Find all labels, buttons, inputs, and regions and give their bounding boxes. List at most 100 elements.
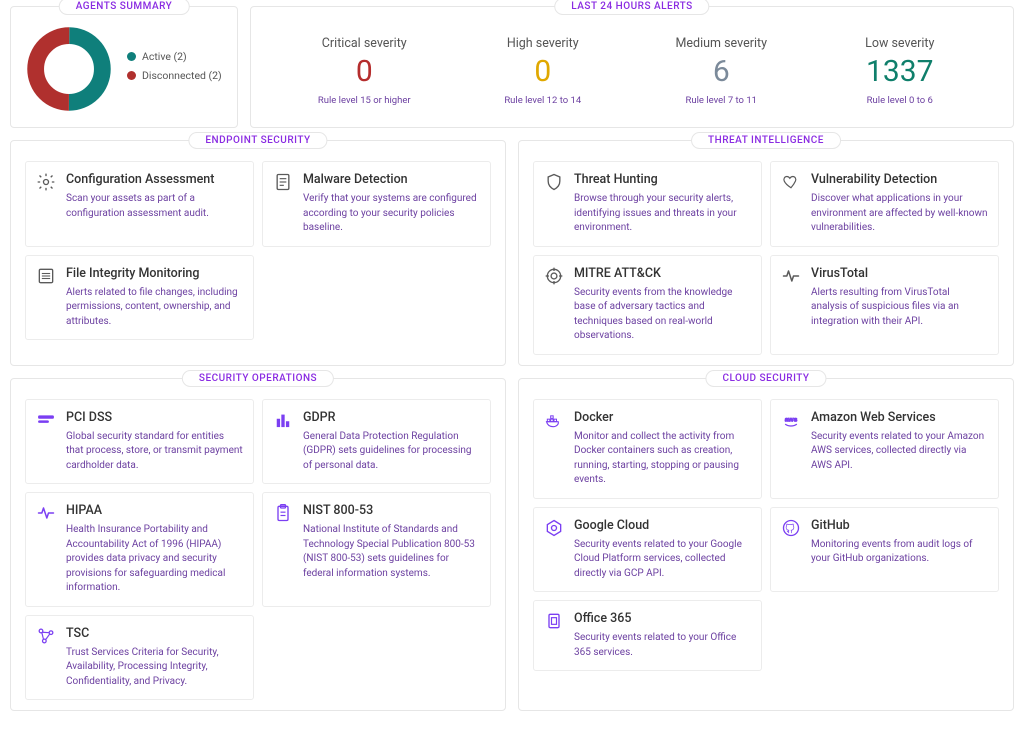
alert-value: 0 — [454, 57, 633, 87]
alerts-title: LAST 24 HOURS ALERTS — [554, 0, 709, 15]
cards-grid: Threat HuntingBrowse through your securi… — [533, 161, 999, 355]
module-card[interactable]: Docker Monitor and collect the activity f… — [533, 399, 762, 499]
github-icon — [781, 518, 801, 538]
card-description: Security events related to your Office 3… — [574, 631, 751, 660]
card-body: Vulnerability DetectionDiscover what app… — [811, 172, 988, 236]
cards-grid: Docker Monitor and collect the activity f… — [533, 399, 999, 672]
legend-label: Active (2) — [142, 50, 187, 63]
office-icon — [544, 611, 564, 631]
card-body: NIST 800-53 National Institute of Standar… — [303, 503, 480, 596]
card-body: Google CloudSecurity events related to y… — [574, 518, 751, 582]
agents-summary-title: AGENTS SUMMARY — [59, 0, 190, 15]
sections-container: ENDPOINT SECURITYConfiguration Assessmen… — [10, 140, 1014, 711]
card-title: Amazon Web Services — [811, 410, 988, 425]
card-title: Docker — [574, 410, 751, 425]
module-card[interactable]: Malware Detection Verify that your system… — [262, 161, 491, 247]
alert-sublabel: Rule level 15 or higher — [275, 95, 454, 106]
card-body: MITRE ATT&CK Security events from the kno… — [574, 266, 751, 344]
section-title: ENDPOINT SECURITY — [188, 132, 327, 149]
card-title: GDPR — [303, 410, 480, 425]
alert-severity-column[interactable]: Critical severity0Rule level 15 or highe… — [275, 36, 454, 106]
card-body: TSC Trust Services Criteria for Security,… — [66, 626, 243, 690]
alert-label: Medium severity — [632, 36, 811, 51]
card-title: File Integrity Monitoring — [66, 266, 243, 281]
card-title: Malware Detection — [303, 172, 480, 187]
section-row: ENDPOINT SECURITYConfiguration Assessmen… — [10, 140, 1014, 366]
card-description: Trust Services Criteria for Security, Av… — [66, 646, 243, 690]
legend-label: Disconnected (2) — [142, 69, 222, 82]
alert-severity-column[interactable]: High severity 0 Rule level 12 to 14 — [454, 36, 633, 106]
section-title: CLOUD SECURITY — [705, 370, 826, 387]
card-icon — [36, 410, 56, 430]
card-description: Health Insurance Portability and Account… — [66, 523, 243, 596]
alert-label: Critical severity — [275, 36, 454, 51]
module-card[interactable]: HIPAAHealth Insurance Portability and Ac… — [25, 492, 254, 607]
section-panel: ENDPOINT SECURITYConfiguration Assessmen… — [10, 140, 506, 366]
card-body: PCI DSSGlobal security standard for enti… — [66, 410, 243, 474]
card-description: Alerts related to file changes, includin… — [66, 286, 243, 330]
alert-severity-column[interactable]: Medium severity6Rule level 7 to 11 — [632, 36, 811, 106]
card-title: Vulnerability Detection — [811, 172, 988, 187]
section-row: SECURITY OPERATIONSPCI DSSGlobal securit… — [10, 378, 1014, 712]
legend-item[interactable]: Disconnected (2) — [127, 69, 222, 82]
card-title: NIST 800-53 — [303, 503, 480, 518]
module-card[interactable]: GDPRGeneral Data Protection Regulation (… — [262, 399, 491, 485]
card-description: Global security standard for entities th… — [66, 430, 243, 474]
aws-icon — [781, 410, 801, 430]
card-body: HIPAAHealth Insurance Portability and Ac… — [66, 503, 243, 596]
alerts-panel: LAST 24 HOURS ALERTS Critical severity0R… — [250, 6, 1014, 128]
alert-value: 1337 — [811, 57, 990, 87]
alert-sublabel: Rule level 0 to 6 — [811, 95, 990, 106]
module-card[interactable]: GitHubMonitoring events from audit logs … — [770, 507, 999, 593]
module-card[interactable]: Google CloudSecurity events related to y… — [533, 507, 762, 593]
agents-summary-panel: AGENTS SUMMARY Active (2)Disconnected (2… — [10, 6, 238, 128]
alert-label: High severity — [454, 36, 633, 51]
module-card[interactable]: MITRE ATT&CK Security events from the kno… — [533, 255, 762, 355]
card-description: Security events from the knowledge base … — [574, 286, 751, 344]
module-card[interactable]: File Integrity Monitoring Alerts related … — [25, 255, 254, 341]
gear-icon — [36, 172, 56, 192]
module-card[interactable]: PCI DSSGlobal security standard for enti… — [25, 399, 254, 485]
module-card[interactable]: TSC Trust Services Criteria for Security,… — [25, 615, 254, 701]
section-title: THREAT INTELLIGENCE — [691, 132, 841, 149]
legend-item[interactable]: Active (2) — [127, 50, 222, 63]
card-description: Security events related to your Amazon A… — [811, 430, 988, 474]
module-card[interactable]: Office 365 Security events related to you… — [533, 600, 762, 671]
card-description: Security events related to your Google C… — [574, 538, 751, 582]
card-description: Scan your assets as part of a configurat… — [66, 192, 243, 221]
card-title: Office 365 — [574, 611, 751, 626]
section-panel: SECURITY OPERATIONSPCI DSSGlobal securit… — [10, 378, 506, 712]
card-title: MITRE ATT&CK — [574, 266, 751, 281]
card-title: GitHub — [811, 518, 988, 533]
card-body: Docker Monitor and collect the activity f… — [574, 410, 751, 488]
agents-donut-chart — [25, 25, 113, 113]
target-icon — [544, 266, 564, 286]
list-icon — [36, 266, 56, 286]
card-title: VirusTotal — [811, 266, 988, 281]
module-card[interactable]: NIST 800-53 National Institute of Standar… — [262, 492, 491, 607]
card-body: VirusTotalAlerts resulting from VirusTot… — [811, 266, 988, 344]
agents-legend: Active (2) Disconnected (2) — [127, 50, 222, 88]
module-card[interactable]: VirusTotalAlerts resulting from VirusTot… — [770, 255, 999, 355]
card-title: Configuration Assessment — [66, 172, 243, 187]
top-row: AGENTS SUMMARY Active (2)Disconnected (2… — [10, 6, 1014, 128]
module-card[interactable]: Threat HuntingBrowse through your securi… — [533, 161, 762, 247]
card-body: Amazon Web Services Security events relat… — [811, 410, 988, 488]
module-card[interactable]: Amazon Web Services Security events relat… — [770, 399, 999, 499]
alert-label: Low severity — [811, 36, 990, 51]
card-description: Verify that your systems are configured … — [303, 192, 480, 236]
alert-sublabel: Rule level 12 to 14 — [454, 95, 633, 106]
card-body: Malware Detection Verify that your system… — [303, 172, 480, 236]
card-description: National Institute of Standards and Tech… — [303, 523, 480, 581]
clipboard-icon — [273, 503, 293, 523]
module-card[interactable]: Configuration Assessment Scan your assets… — [25, 161, 254, 247]
module-card[interactable]: Vulnerability DetectionDiscover what app… — [770, 161, 999, 247]
card-description: Monitor and collect the activity from Do… — [574, 430, 751, 488]
card-body: Configuration Assessment Scan your assets… — [66, 172, 243, 236]
card-body: File Integrity Monitoring Alerts related … — [66, 266, 243, 330]
heart-icon — [781, 172, 801, 192]
alert-value: 6 — [632, 57, 811, 87]
document-icon — [273, 172, 293, 192]
card-title: TSC — [66, 626, 243, 641]
alert-severity-column[interactable]: Low severity 1337 Rule level 0 to 6 — [811, 36, 990, 106]
